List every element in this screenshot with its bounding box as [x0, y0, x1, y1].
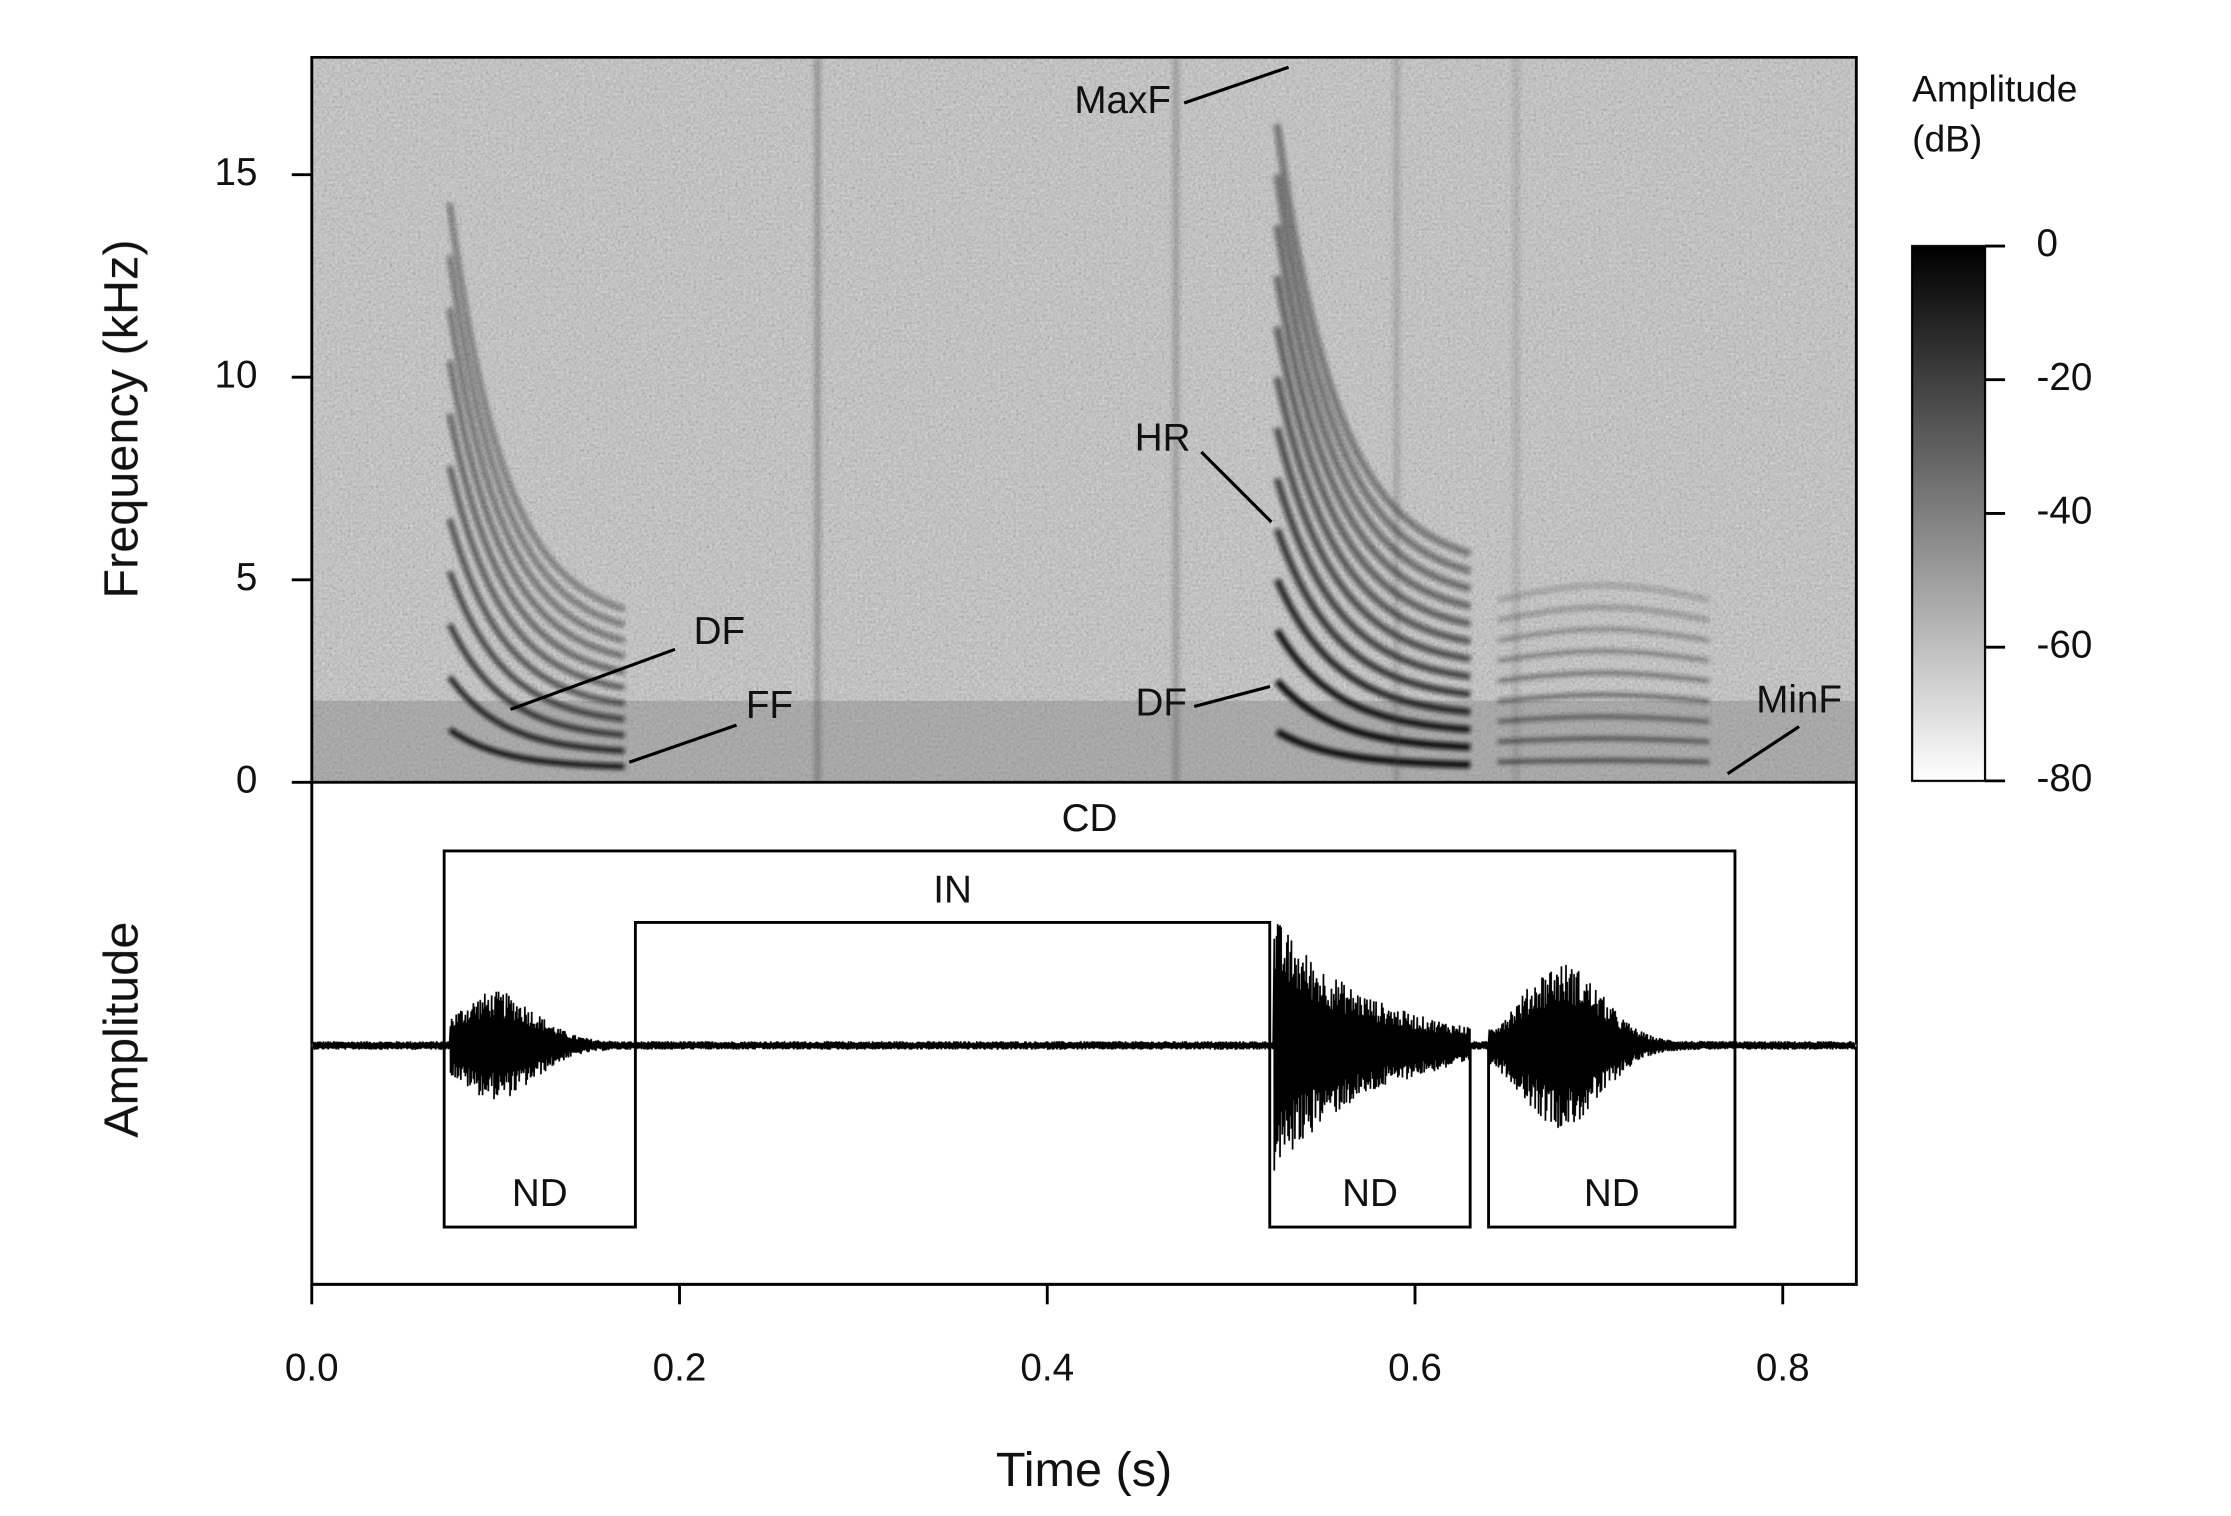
- segment-label: ND: [1584, 1172, 1640, 1215]
- harmonic: [1273, 578, 1471, 716]
- harmonic: [446, 570, 625, 723]
- harmonic: [1497, 605, 1710, 623]
- harmonic: [446, 307, 626, 644]
- harmonic: [1273, 174, 1472, 575]
- harmonic: [446, 202, 626, 612]
- harmonic: [1274, 678, 1471, 751]
- segment-bracket: [1487, 1045, 1737, 1229]
- segment-label: IN: [933, 869, 972, 912]
- colorbar-tick-label: 0: [2037, 222, 2058, 265]
- x-tick-label: 0.4: [1020, 1346, 1074, 1389]
- harmonic: [1273, 224, 1472, 593]
- waveform: [312, 924, 1856, 1171]
- colorbar-tick-label: -40: [2037, 490, 2093, 533]
- annotation-pointer: [510, 647, 676, 711]
- annotation: DF: [1136, 681, 1187, 724]
- segment-label: ND: [512, 1172, 568, 1215]
- segment-bracket: [442, 1045, 637, 1229]
- annotation-pointer: [1193, 684, 1271, 709]
- x-axis-label: Time (s): [996, 1443, 1172, 1497]
- y-tick-label: 5: [236, 556, 257, 599]
- harmonic: [1497, 626, 1710, 643]
- y-axis-label: Frequency (kHz): [94, 239, 148, 598]
- amplitude-axis-label: Amplitude: [94, 922, 148, 1138]
- x-tick-label: 0.2: [653, 1346, 707, 1389]
- y-tick-label: 0: [236, 759, 257, 802]
- harmonic: [1497, 758, 1710, 765]
- spectrogram-image: [311, 57, 1857, 783]
- harmonic: [1273, 427, 1471, 663]
- colorbar-tick-label: -60: [2037, 623, 2093, 666]
- annotation-pointer: [628, 723, 738, 764]
- harmonic: [1275, 728, 1471, 769]
- segment-label: ND: [1342, 1172, 1398, 1215]
- harmonic: [446, 465, 625, 691]
- annotation-pointer: [1726, 725, 1800, 776]
- x-tick-label: 0.0: [285, 1346, 339, 1389]
- annotation-pointer: [1200, 450, 1273, 524]
- harmonic: [1273, 325, 1471, 628]
- harmonic: [1273, 275, 1472, 610]
- plot-frame: [310, 55, 1858, 1286]
- annotation: MinF: [1756, 678, 1842, 721]
- harmonics: [446, 57, 1710, 783]
- segment-bracket: [633, 921, 1272, 1046]
- harmonic: [1497, 714, 1710, 724]
- harmonic: [446, 518, 625, 707]
- segment-bracket: [442, 849, 1737, 1046]
- segment-label: CD: [1062, 797, 1118, 840]
- colorbar-title: (dB): [1912, 117, 1982, 159]
- harmonic: [446, 255, 626, 628]
- harmonic: [1273, 123, 1472, 557]
- harmonic: [1497, 583, 1710, 603]
- harmonic: [1274, 628, 1471, 734]
- colorbar-title: Amplitude: [1912, 67, 2077, 109]
- annotation: DF: [694, 610, 745, 653]
- harmonic: [1497, 648, 1710, 663]
- x-tick-label: 0.8: [1756, 1346, 1810, 1389]
- harmonic: [1497, 736, 1710, 744]
- annotation: MaxF: [1074, 79, 1171, 122]
- harmonic: [448, 727, 625, 770]
- y-tick-label: 15: [214, 151, 257, 194]
- annotation: HR: [1135, 417, 1191, 460]
- colorbar-tick-label: -20: [2037, 356, 2093, 399]
- y-tick-label: 10: [214, 353, 257, 396]
- annotation: FF: [746, 684, 793, 727]
- segment-bracket: [1268, 1045, 1472, 1229]
- harmonic: [1497, 670, 1710, 684]
- colorbar-tick-label: -80: [2037, 757, 2093, 800]
- harmonic: [446, 413, 625, 675]
- x-tick-label: 0.6: [1388, 1346, 1442, 1389]
- harmonic: [1497, 692, 1710, 704]
- annotation-pointer: [1183, 65, 1290, 105]
- colorbar: [1911, 244, 1987, 782]
- harmonic: [1273, 376, 1471, 645]
- harmonic: [1273, 477, 1471, 681]
- harmonic: [447, 675, 625, 754]
- harmonic: [1273, 527, 1471, 698]
- harmonic: [447, 623, 625, 738]
- harmonic: [446, 360, 626, 660]
